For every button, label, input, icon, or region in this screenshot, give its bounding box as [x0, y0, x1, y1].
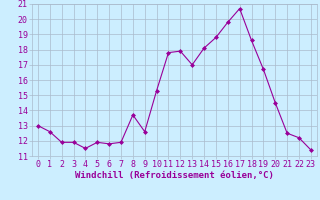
X-axis label: Windchill (Refroidissement éolien,°C): Windchill (Refroidissement éolien,°C) [75, 171, 274, 180]
